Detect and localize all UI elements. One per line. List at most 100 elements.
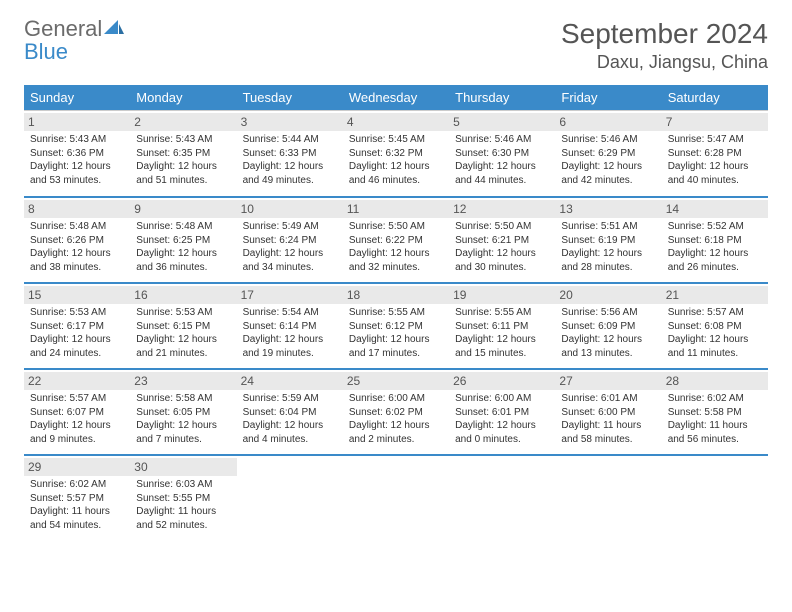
daylight-text: and 38 minutes.	[30, 261, 124, 275]
calendar-day-cell	[237, 454, 343, 540]
daylight-text: and 9 minutes.	[30, 433, 124, 447]
calendar-day-cell: 22Sunrise: 5:57 AMSunset: 6:07 PMDayligh…	[24, 368, 130, 454]
calendar-week-row: 15Sunrise: 5:53 AMSunset: 6:17 PMDayligh…	[24, 282, 768, 368]
daylight-text: Daylight: 12 hours	[455, 419, 549, 433]
calendar-week-row: 8Sunrise: 5:48 AMSunset: 6:26 PMDaylight…	[24, 196, 768, 282]
calendar-day-cell: 5Sunrise: 5:46 AMSunset: 6:30 PMDaylight…	[449, 110, 555, 196]
sunrise-text: Sunrise: 5:57 AM	[30, 392, 124, 406]
sunset-text: Sunset: 6:22 PM	[349, 234, 443, 248]
daylight-text: Daylight: 12 hours	[668, 160, 762, 174]
weekday-header: Monday	[130, 85, 236, 110]
day-number: 9	[130, 200, 236, 218]
calendar-day-cell: 21Sunrise: 5:57 AMSunset: 6:08 PMDayligh…	[662, 282, 768, 368]
daylight-text: and 54 minutes.	[30, 519, 124, 533]
daylight-text: and 32 minutes.	[349, 261, 443, 275]
sunrise-text: Sunrise: 5:43 AM	[30, 133, 124, 147]
sunrise-text: Sunrise: 6:01 AM	[561, 392, 655, 406]
calendar-day-cell: 14Sunrise: 5:52 AMSunset: 6:18 PMDayligh…	[662, 196, 768, 282]
weekday-header: Saturday	[662, 85, 768, 110]
calendar-day-cell: 18Sunrise: 5:55 AMSunset: 6:12 PMDayligh…	[343, 282, 449, 368]
daylight-text: Daylight: 11 hours	[668, 419, 762, 433]
daylight-text: Daylight: 12 hours	[349, 333, 443, 347]
calendar-day-cell: 8Sunrise: 5:48 AMSunset: 6:26 PMDaylight…	[24, 196, 130, 282]
day-number: 16	[130, 286, 236, 304]
sunset-text: Sunset: 6:30 PM	[455, 147, 549, 161]
day-number: 15	[24, 286, 130, 304]
calendar-day-cell: 10Sunrise: 5:49 AMSunset: 6:24 PMDayligh…	[237, 196, 343, 282]
logo-sail-icon	[104, 20, 124, 41]
day-number: 17	[237, 286, 343, 304]
day-number: 6	[555, 113, 661, 131]
daylight-text: Daylight: 12 hours	[30, 419, 124, 433]
daylight-text: and 44 minutes.	[455, 174, 549, 188]
sunset-text: Sunset: 6:09 PM	[561, 320, 655, 334]
sunrise-text: Sunrise: 5:58 AM	[136, 392, 230, 406]
daylight-text: and 0 minutes.	[455, 433, 549, 447]
calendar-week-row: 29Sunrise: 6:02 AMSunset: 5:57 PMDayligh…	[24, 454, 768, 540]
weekday-header: Friday	[555, 85, 661, 110]
daylight-text: Daylight: 12 hours	[30, 333, 124, 347]
calendar-day-cell: 26Sunrise: 6:00 AMSunset: 6:01 PMDayligh…	[449, 368, 555, 454]
sunset-text: Sunset: 5:57 PM	[30, 492, 124, 506]
sunrise-text: Sunrise: 6:00 AM	[455, 392, 549, 406]
day-number: 22	[24, 372, 130, 390]
sunset-text: Sunset: 5:58 PM	[668, 406, 762, 420]
day-number: 12	[449, 200, 555, 218]
daylight-text: Daylight: 12 hours	[243, 333, 337, 347]
sunset-text: Sunset: 5:55 PM	[136, 492, 230, 506]
sunset-text: Sunset: 6:21 PM	[455, 234, 549, 248]
daylight-text: and 49 minutes.	[243, 174, 337, 188]
calendar-day-cell: 13Sunrise: 5:51 AMSunset: 6:19 PMDayligh…	[555, 196, 661, 282]
calendar-table: Sunday Monday Tuesday Wednesday Thursday…	[24, 85, 768, 540]
daylight-text: Daylight: 12 hours	[349, 247, 443, 261]
day-number: 25	[343, 372, 449, 390]
weekday-header: Tuesday	[237, 85, 343, 110]
sunrise-text: Sunrise: 5:55 AM	[455, 306, 549, 320]
sunrise-text: Sunrise: 5:50 AM	[455, 220, 549, 234]
sunrise-text: Sunrise: 5:53 AM	[136, 306, 230, 320]
daylight-text: Daylight: 12 hours	[349, 419, 443, 433]
daylight-text: and 13 minutes.	[561, 347, 655, 361]
sunrise-text: Sunrise: 5:47 AM	[668, 133, 762, 147]
sunset-text: Sunset: 6:04 PM	[243, 406, 337, 420]
daylight-text: Daylight: 12 hours	[668, 333, 762, 347]
calendar-day-cell: 19Sunrise: 5:55 AMSunset: 6:11 PMDayligh…	[449, 282, 555, 368]
sunset-text: Sunset: 6:32 PM	[349, 147, 443, 161]
day-number: 1	[24, 113, 130, 131]
day-number: 14	[662, 200, 768, 218]
daylight-text: Daylight: 12 hours	[136, 419, 230, 433]
day-number: 7	[662, 113, 768, 131]
daylight-text: Daylight: 11 hours	[136, 505, 230, 519]
daylight-text: and 26 minutes.	[668, 261, 762, 275]
sunset-text: Sunset: 6:35 PM	[136, 147, 230, 161]
title-block: September 2024 Daxu, Jiangsu, China	[561, 18, 768, 73]
daylight-text: Daylight: 12 hours	[30, 160, 124, 174]
sunset-text: Sunset: 6:15 PM	[136, 320, 230, 334]
sunset-text: Sunset: 6:36 PM	[30, 147, 124, 161]
daylight-text: and 36 minutes.	[136, 261, 230, 275]
sunset-text: Sunset: 6:29 PM	[561, 147, 655, 161]
calendar-day-cell	[449, 454, 555, 540]
day-number: 23	[130, 372, 236, 390]
location: Daxu, Jiangsu, China	[561, 52, 768, 73]
calendar-day-cell: 16Sunrise: 5:53 AMSunset: 6:15 PMDayligh…	[130, 282, 236, 368]
day-number: 28	[662, 372, 768, 390]
daylight-text: and 7 minutes.	[136, 433, 230, 447]
sunrise-text: Sunrise: 5:50 AM	[349, 220, 443, 234]
sunset-text: Sunset: 6:18 PM	[668, 234, 762, 248]
daylight-text: and 51 minutes.	[136, 174, 230, 188]
daylight-text: and 52 minutes.	[136, 519, 230, 533]
daylight-text: Daylight: 12 hours	[243, 419, 337, 433]
weekday-header: Thursday	[449, 85, 555, 110]
sunset-text: Sunset: 6:00 PM	[561, 406, 655, 420]
sunset-text: Sunset: 6:12 PM	[349, 320, 443, 334]
day-number: 10	[237, 200, 343, 218]
calendar-day-cell: 17Sunrise: 5:54 AMSunset: 6:14 PMDayligh…	[237, 282, 343, 368]
daylight-text: and 4 minutes.	[243, 433, 337, 447]
calendar-day-cell: 27Sunrise: 6:01 AMSunset: 6:00 PMDayligh…	[555, 368, 661, 454]
day-number: 5	[449, 113, 555, 131]
sunrise-text: Sunrise: 6:02 AM	[668, 392, 762, 406]
calendar-day-cell	[343, 454, 449, 540]
day-number: 18	[343, 286, 449, 304]
daylight-text: and 28 minutes.	[561, 261, 655, 275]
